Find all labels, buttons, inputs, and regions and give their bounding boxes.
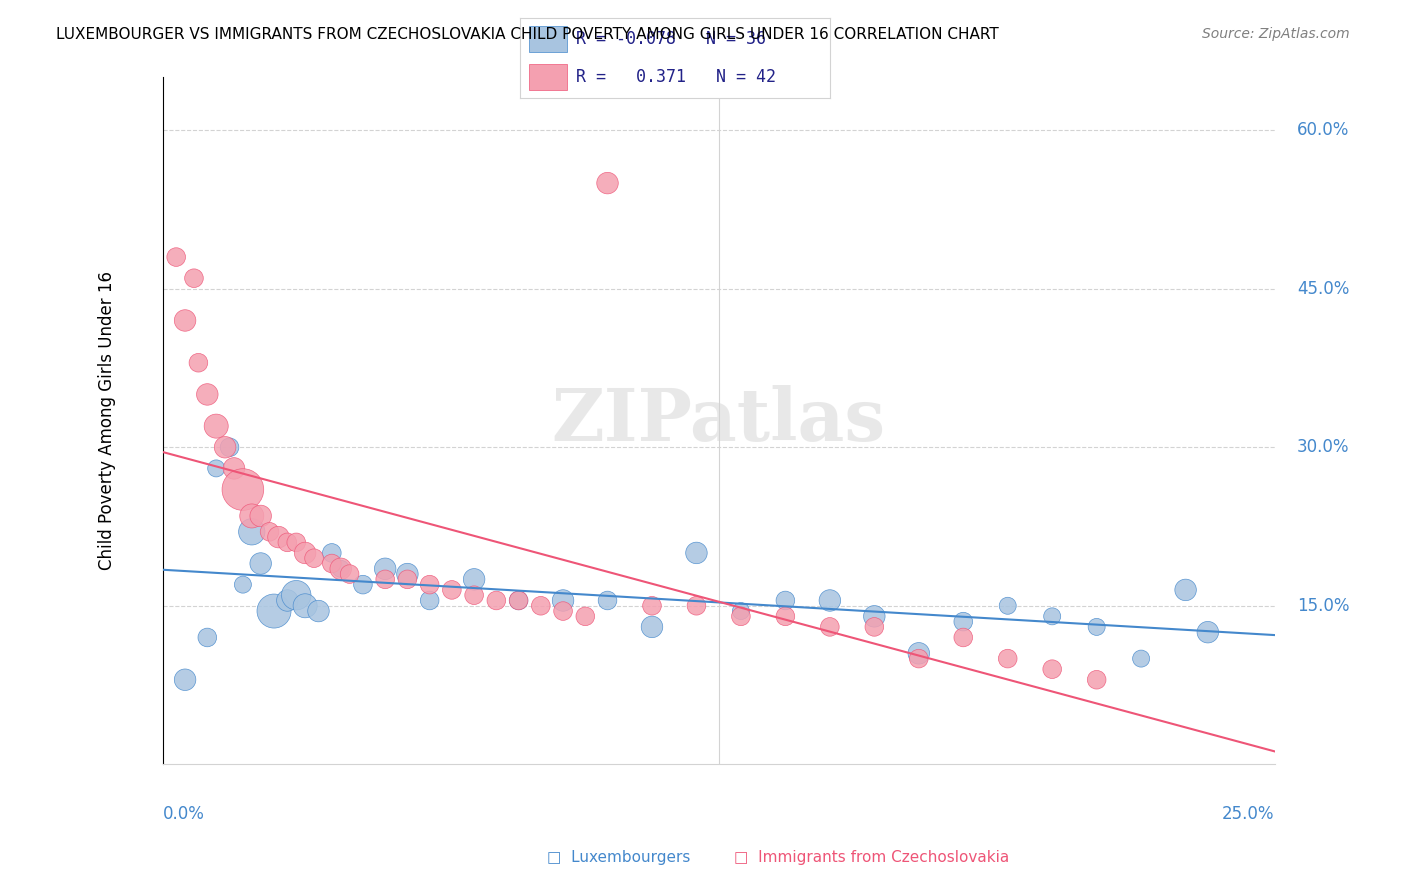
Point [463, 572, 485, 586]
Point [285, 535, 308, 549]
Point [339, 567, 361, 582]
Point [214, 440, 236, 454]
Point [907, 646, 929, 660]
Point [818, 593, 841, 607]
Point [276, 593, 298, 607]
Point [232, 577, 254, 591]
Point [775, 609, 797, 624]
Point [508, 593, 530, 607]
Text: Child Poverty Among Girls Under 16: Child Poverty Among Girls Under 16 [98, 271, 117, 570]
Point [485, 593, 508, 607]
Point [1197, 625, 1219, 640]
Point [259, 524, 281, 539]
Text: R =   0.371   N = 42: R = 0.371 N = 42 [576, 69, 776, 87]
Point [1040, 609, 1063, 624]
Point [1085, 620, 1108, 634]
Point [641, 620, 664, 634]
Point [294, 599, 316, 613]
Point [818, 620, 841, 634]
Point [1174, 582, 1197, 597]
Point [174, 313, 197, 327]
Point [997, 651, 1019, 665]
Point [222, 461, 245, 475]
Point [329, 562, 352, 576]
Text: 45.0%: 45.0% [1296, 280, 1350, 298]
Point [574, 609, 596, 624]
Text: ZIPatlas: ZIPatlas [551, 385, 886, 457]
Text: 25.0%: 25.0% [1222, 805, 1274, 823]
Text: □  Luxembourgers: □ Luxembourgers [547, 850, 690, 865]
Bar [530, 64, 567, 90]
Point [551, 604, 574, 618]
Point [685, 599, 707, 613]
Text: 0.0%: 0.0% [163, 805, 205, 823]
Point [952, 615, 974, 629]
Point [374, 562, 396, 576]
Point [551, 593, 574, 607]
Point [396, 572, 419, 586]
Point [419, 577, 441, 591]
Point [952, 631, 974, 645]
Point [907, 651, 929, 665]
Point [267, 530, 290, 544]
Point [205, 419, 228, 434]
Point [263, 604, 285, 618]
Point [321, 557, 343, 571]
Point [463, 588, 485, 602]
Point [1085, 673, 1108, 687]
Point [641, 599, 664, 613]
Point [205, 461, 228, 475]
Point [596, 176, 619, 190]
Point [195, 631, 218, 645]
Point [232, 483, 254, 497]
Point [374, 572, 396, 586]
Point [240, 524, 263, 539]
Point [730, 609, 752, 624]
Point [174, 673, 197, 687]
Text: 15.0%: 15.0% [1296, 597, 1350, 615]
Point [508, 593, 530, 607]
Point [285, 588, 308, 602]
Point [218, 440, 240, 454]
Point [249, 557, 271, 571]
Point [730, 604, 752, 618]
Point [863, 609, 886, 624]
Point [187, 356, 209, 370]
Text: R = -0.078   N = 36: R = -0.078 N = 36 [576, 29, 766, 47]
Point [308, 604, 330, 618]
Point [249, 508, 271, 523]
Point [419, 593, 441, 607]
Point [294, 546, 316, 560]
Point [302, 551, 325, 566]
Point [321, 546, 343, 560]
Text: LUXEMBOURGER VS IMMIGRANTS FROM CZECHOSLOVAKIA CHILD POVERTY AMONG GIRLS UNDER 1: LUXEMBOURGER VS IMMIGRANTS FROM CZECHOSL… [56, 27, 1000, 42]
Point [240, 508, 263, 523]
Point [775, 593, 797, 607]
Point [329, 562, 352, 576]
Point [276, 535, 298, 549]
Point [165, 250, 187, 264]
Point [863, 620, 886, 634]
Point [997, 599, 1019, 613]
Text: □  Immigrants from Czechoslovakia: □ Immigrants from Czechoslovakia [734, 850, 1010, 865]
Text: 30.0%: 30.0% [1296, 438, 1350, 457]
Point [352, 577, 374, 591]
Point [685, 546, 707, 560]
Bar [530, 26, 567, 52]
Point [440, 582, 463, 597]
Point [195, 387, 218, 401]
Point [1130, 651, 1153, 665]
Text: 60.0%: 60.0% [1296, 121, 1350, 139]
Point [1040, 662, 1063, 676]
Point [530, 599, 553, 613]
Point [396, 567, 419, 582]
Point [183, 271, 205, 285]
Text: Source: ZipAtlas.com: Source: ZipAtlas.com [1202, 27, 1350, 41]
Point [596, 593, 619, 607]
